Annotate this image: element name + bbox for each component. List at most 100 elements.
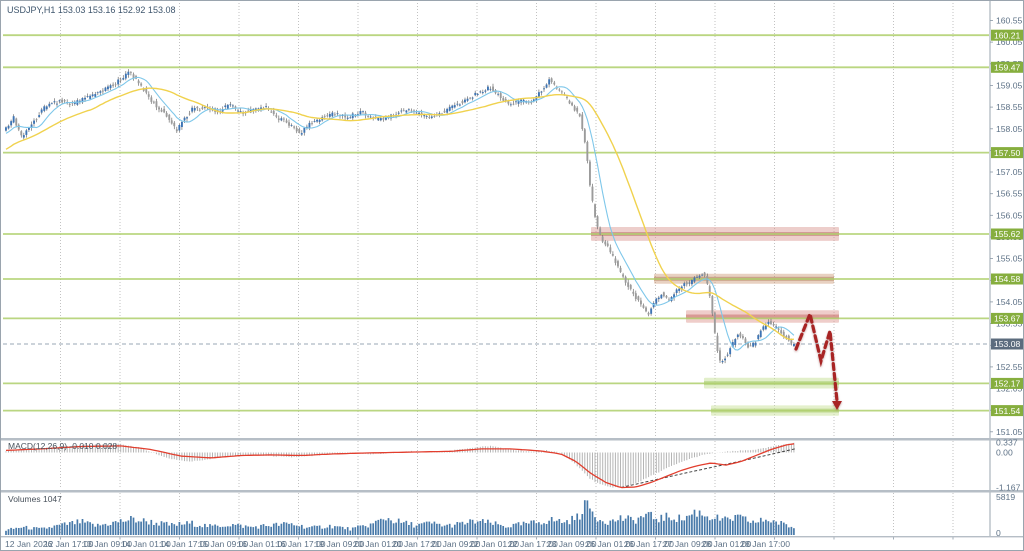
candle-body — [5, 127, 7, 131]
candle-body — [367, 116, 369, 117]
candle-body — [305, 126, 308, 128]
candle-body — [627, 282, 630, 287]
candle-body — [685, 282, 688, 285]
candle-body — [114, 84, 117, 86]
price-axis-label: 159.05 — [996, 80, 1023, 90]
candle-body — [331, 112, 334, 117]
candle-body — [318, 119, 321, 122]
candle-body — [33, 120, 35, 124]
level-price-tag — [991, 228, 1023, 240]
candle-body — [683, 283, 686, 286]
candle-body — [711, 296, 714, 314]
candle-body — [504, 99, 507, 102]
candle-body — [662, 292, 665, 297]
candle-body — [770, 321, 772, 324]
candle-body — [382, 118, 385, 120]
candle-body — [112, 84, 114, 86]
candle-body — [629, 285, 632, 289]
candle-body — [20, 131, 23, 136]
candle-body — [451, 105, 454, 109]
candle-body — [158, 107, 160, 110]
candle-body — [433, 116, 436, 117]
candle-body — [538, 92, 540, 98]
candle-body — [262, 107, 265, 109]
candle-body — [573, 106, 576, 111]
candle-body — [73, 101, 76, 104]
candle-body — [772, 324, 775, 326]
candle-body — [316, 119, 318, 122]
candle-body — [502, 98, 505, 101]
candle-body — [757, 335, 760, 340]
candle-body — [275, 115, 278, 117]
candle-body — [178, 125, 181, 131]
level-price-tag — [991, 61, 1023, 73]
candle-body — [130, 72, 132, 73]
candle-body — [257, 108, 260, 110]
candle-body — [147, 94, 150, 97]
candle-body — [724, 358, 726, 361]
candle-body — [668, 299, 670, 301]
candle-body — [752, 342, 755, 347]
candle-body — [15, 118, 18, 126]
macd-trend-line — [620, 448, 797, 488]
time-axis-label: 26 Jan 17:00 — [624, 539, 674, 549]
candle-body — [759, 330, 762, 337]
candle-body — [234, 106, 237, 109]
time-axis-label: 16 Jan 01:00 — [237, 539, 287, 549]
candle-body — [749, 345, 752, 347]
candle-body — [283, 118, 285, 120]
candle-body — [127, 71, 130, 75]
candle-body — [107, 86, 109, 90]
candle-body — [48, 103, 51, 107]
candle-body — [249, 109, 252, 113]
price-axis-label: 160.55 — [996, 16, 1023, 26]
candle-body — [581, 114, 584, 129]
level-price-tag-text: 160.21 — [994, 30, 1021, 40]
candle-body — [660, 294, 663, 299]
price-axis-label: 158.05 — [996, 124, 1023, 134]
candle-body — [469, 97, 471, 99]
candle-body — [298, 129, 301, 133]
candle-body — [606, 243, 609, 246]
candle-body — [645, 307, 647, 312]
candle-body — [443, 110, 446, 113]
candle-body — [247, 110, 250, 112]
volume-axis-label: 5819 — [996, 492, 1015, 502]
candle-body — [349, 117, 352, 119]
candle-body — [754, 342, 757, 346]
price-axis-label: 155.05 — [996, 254, 1023, 264]
candle-body — [734, 339, 737, 345]
candle-body — [619, 267, 622, 272]
candle-body — [12, 116, 15, 123]
candle-body — [698, 275, 701, 278]
candle-body — [515, 101, 517, 103]
volumes-indicator-label: Volumes 1047 — [8, 494, 62, 504]
candle-body — [624, 276, 627, 283]
price-axis-label: 157.05 — [996, 167, 1023, 177]
candle-body — [53, 101, 56, 103]
candle-body — [614, 258, 617, 263]
candle-body — [232, 105, 234, 107]
candle-body — [611, 254, 614, 256]
candle-body — [678, 288, 681, 291]
candle-body — [94, 94, 97, 97]
candle-body — [56, 103, 58, 105]
candle-body — [377, 118, 380, 121]
candle-body — [30, 124, 33, 128]
level-price-tag-text: 157.50 — [994, 148, 1021, 158]
time-axis-label: 13 Jan 09:00 — [82, 539, 132, 549]
candle-body — [532, 99, 535, 102]
candle-body — [793, 344, 795, 347]
candle-body — [38, 115, 41, 117]
macd-axis-label: 0.337 — [996, 437, 1018, 447]
candle-body — [423, 114, 426, 117]
candle-body — [599, 228, 602, 235]
candle-body — [188, 113, 191, 115]
candle-body — [160, 109, 163, 112]
candle-body — [86, 96, 89, 97]
level-price-tag — [991, 405, 1023, 417]
candle-body — [540, 91, 543, 93]
candle-body — [58, 100, 61, 102]
level-price-tag-text: 159.47 — [994, 63, 1021, 73]
